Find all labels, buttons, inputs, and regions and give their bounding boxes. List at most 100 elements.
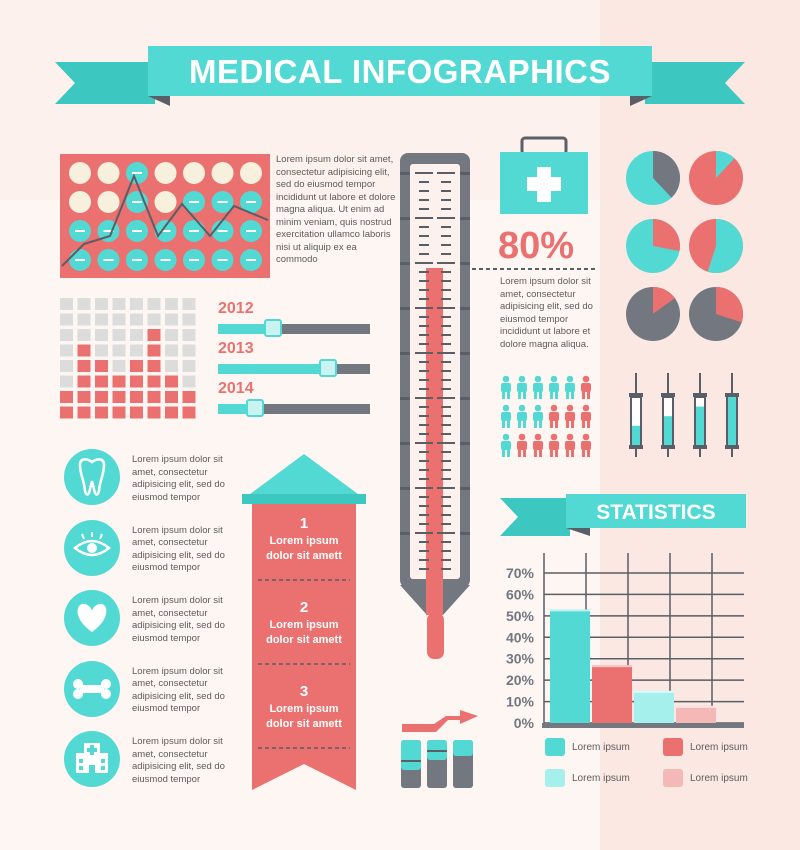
grid-square	[77, 391, 91, 403]
syringe-icon	[661, 373, 675, 457]
slider-fill	[218, 324, 275, 334]
y-tick-label: 30%	[506, 651, 535, 667]
syringe-icon	[725, 373, 739, 457]
pill-score	[75, 259, 85, 261]
y-tick-label: 50%	[506, 608, 535, 624]
grid-square	[95, 298, 108, 310]
step-item: 1 Lorem ipsum dolor sit amett	[252, 514, 356, 564]
legend-swatch	[663, 769, 683, 787]
person-icon	[581, 404, 591, 428]
legend-swatch	[545, 769, 565, 787]
step-line: dolor sit amett	[266, 550, 342, 562]
legend-item: Lorem ipsum	[663, 769, 748, 787]
pill-score	[132, 172, 142, 174]
person-icon	[581, 433, 591, 457]
grid-square	[165, 360, 178, 372]
year-label: 2013	[218, 340, 254, 357]
grid-square	[165, 298, 178, 310]
bar-cap	[634, 690, 674, 693]
chart-bar	[634, 690, 674, 723]
growth-arrow-icon	[402, 710, 478, 732]
grid-square	[112, 360, 126, 372]
battery-icons	[401, 740, 473, 788]
icon-list: Lorem ipsum dolor sit amet, consectetur …	[60, 448, 230, 798]
statistics-chart: 0% 10% 20% 30% 40% 50% 60% 70%	[506, 553, 744, 731]
grid-square	[77, 375, 91, 388]
grid-square	[130, 360, 143, 372]
grid-square	[60, 298, 73, 310]
icon-description: Lorem ipsum dolor sit amet, consectetur …	[132, 524, 225, 574]
person-icon	[517, 375, 527, 399]
pie-slice	[716, 287, 743, 323]
slider-knob[interactable]	[264, 319, 283, 337]
grid-square	[77, 344, 91, 357]
grid-square	[130, 406, 143, 419]
grid-square	[182, 344, 196, 357]
year-label: 2012	[218, 300, 254, 317]
pill-score	[246, 201, 256, 203]
squares-grid	[60, 298, 196, 419]
step-item: 3 Lorem ipsum dolor sit amett	[252, 682, 356, 732]
statistics-title: STATISTICS	[596, 501, 716, 524]
step-line: Lorem ipsum	[269, 535, 339, 547]
person-icon	[549, 404, 559, 428]
grid-square	[112, 344, 126, 357]
grid-square	[165, 391, 178, 403]
legend-item: Lorem ipsum	[663, 738, 748, 756]
pill-score	[103, 259, 114, 261]
grid-square	[112, 406, 126, 419]
person-icon	[565, 375, 575, 399]
grid-square	[60, 360, 73, 372]
pie-slice	[653, 151, 680, 198]
y-tick-label: 20%	[506, 672, 535, 688]
person-icon	[501, 433, 511, 457]
step-line: dolor sit amett	[266, 718, 342, 730]
grid-square	[147, 344, 161, 357]
slider-knob[interactable]	[318, 359, 337, 377]
pill	[211, 162, 234, 184]
grid-square	[165, 344, 178, 357]
pill	[183, 162, 205, 184]
grid-square	[165, 375, 178, 388]
slider-knob[interactable]	[246, 399, 264, 417]
grid-square	[130, 391, 143, 403]
slider-track[interactable]	[218, 319, 370, 337]
slider-track[interactable]	[218, 359, 370, 377]
legend-swatch	[545, 738, 565, 756]
icon-description: Lorem ipsum dolor sit amet, consectetur …	[132, 736, 225, 785]
icon-description: Lorem ipsum dolor sit amet, consectetur …	[132, 454, 225, 503]
person-icon	[565, 433, 575, 457]
person-icon	[517, 433, 527, 457]
thermometer	[400, 153, 470, 659]
icon-description: Lorem ipsum dolor sit amet, consectetur …	[132, 595, 225, 644]
person-icon	[533, 433, 543, 457]
legend-label: Lorem ipsum	[572, 741, 630, 753]
grid-square	[95, 360, 108, 372]
trend-line	[61, 173, 269, 267]
grid-square	[112, 298, 126, 310]
grid-square	[95, 406, 108, 419]
pill-score	[189, 201, 199, 203]
grid-square	[182, 360, 196, 372]
grid-square	[147, 313, 161, 326]
year-label: 2014	[218, 380, 254, 397]
grid-square	[147, 329, 161, 341]
person-icon	[533, 404, 543, 428]
step-line: dolor sit amett	[266, 634, 342, 646]
grid-square	[77, 360, 91, 372]
step-number: 2	[299, 599, 309, 616]
grid-square	[147, 360, 161, 372]
pill-score	[246, 259, 256, 261]
grid-square	[182, 406, 196, 419]
pie-slice	[653, 287, 675, 314]
grid-square	[95, 313, 108, 326]
grid-square	[112, 329, 126, 341]
grid-square	[95, 375, 108, 388]
step-number: 1	[299, 515, 309, 532]
slider-track[interactable]	[218, 399, 370, 417]
grid-square	[60, 329, 73, 341]
grid-square	[147, 391, 161, 403]
grid-square	[147, 375, 161, 388]
bar-cap	[592, 665, 632, 668]
grid-square	[60, 313, 73, 326]
